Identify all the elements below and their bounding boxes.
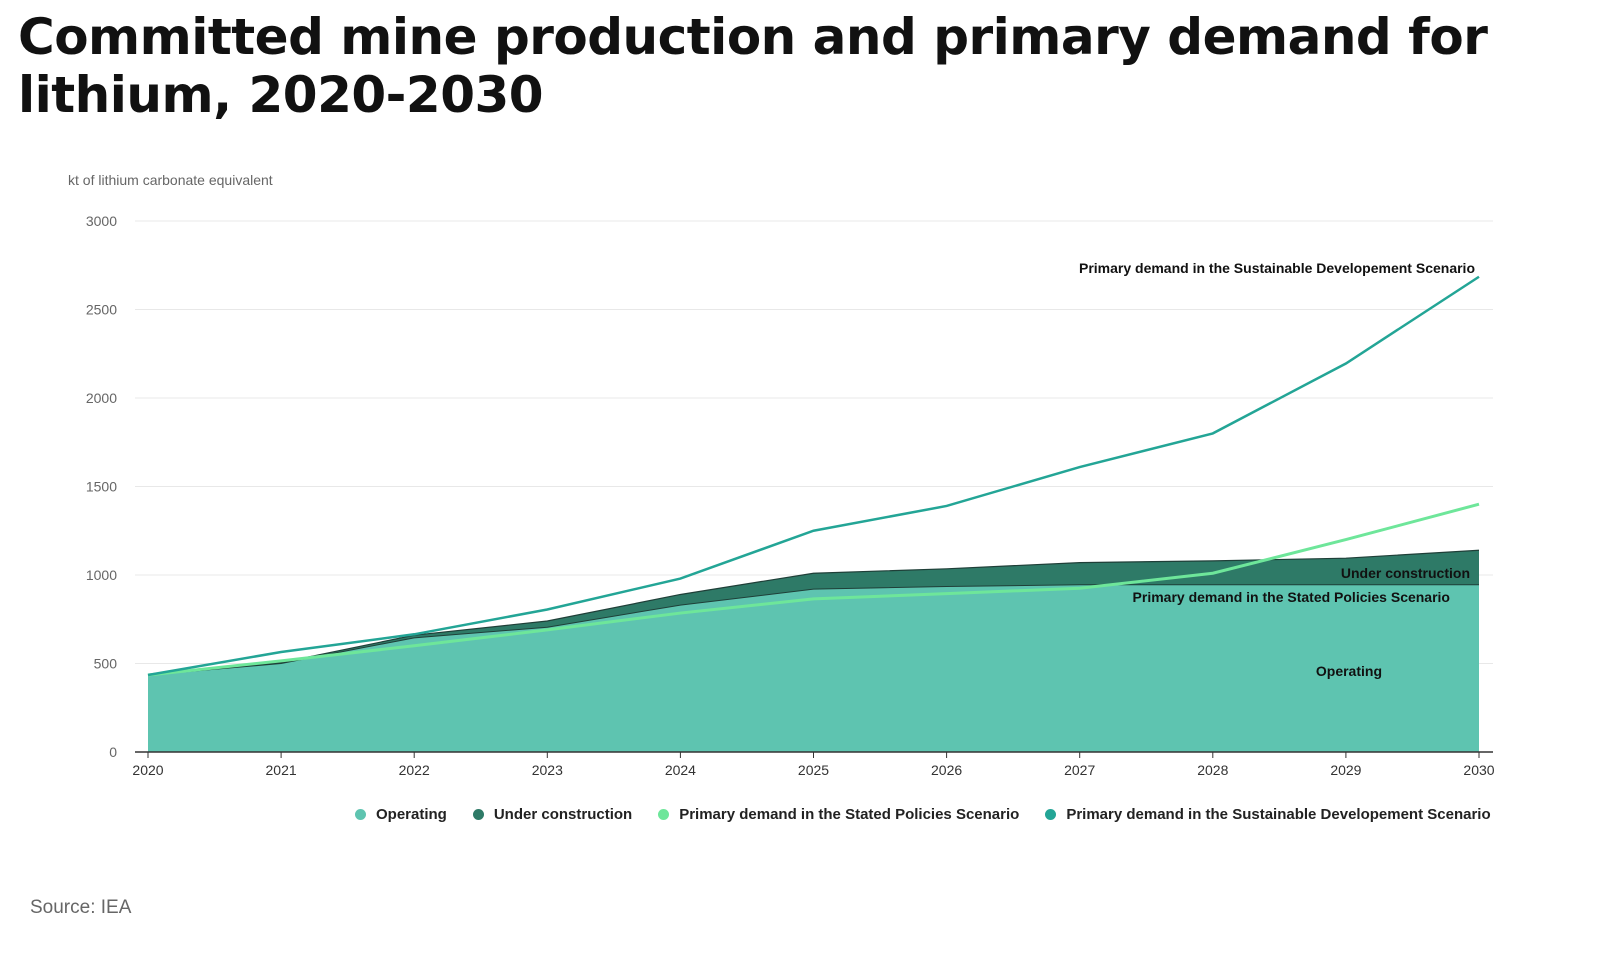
y-tick-label: 500 <box>94 656 118 672</box>
x-tick-label: 2029 <box>1330 762 1361 778</box>
x-tick-label: 2020 <box>132 762 163 778</box>
area-operating-edge <box>147 584 1479 676</box>
legend-item: Under construction <box>472 806 633 823</box>
annotation-under-construction: Under construction <box>1341 565 1470 581</box>
annotation-operating: Operating <box>1316 663 1382 679</box>
legend-dot-icon <box>1045 809 1057 820</box>
legend-label: Under construction <box>493 806 633 823</box>
annotation-sds: Primary demand in the Sustainable Develo… <box>1079 260 1475 276</box>
legend-label: Operating <box>376 806 447 823</box>
legend: Operating Under construction Primary deman… <box>355 806 1491 823</box>
annotation-steps: Primary demand in the Stated Policies Sc… <box>1133 589 1450 605</box>
y-tick-label: 3000 <box>86 213 117 229</box>
x-tick-label: 2027 <box>1064 762 1095 778</box>
x-tick-label: 2022 <box>399 762 430 778</box>
x-tick-label: 2024 <box>665 762 696 778</box>
area-under-construction-edge <box>147 549 1480 676</box>
legend-dot-icon <box>472 809 484 820</box>
x-tick-label: 2028 <box>1197 762 1228 778</box>
legend-label: Primary demand in the Stated Policies Sc… <box>679 806 1020 823</box>
chart-title: Committed mine production and primary de… <box>18 8 1488 124</box>
y-tick-label: 1000 <box>86 567 117 583</box>
source-note: Source: IEA <box>30 897 132 918</box>
x-tick-label: 2021 <box>266 762 297 778</box>
x-tick-label: 2025 <box>798 762 829 778</box>
y-tick-label: 2000 <box>86 390 117 406</box>
y-tick-label: 2500 <box>86 302 117 318</box>
y-tick-label: 1500 <box>86 479 117 495</box>
legend-dot-icon <box>355 809 366 820</box>
legend-dot-icon <box>658 809 670 820</box>
legend-item: Operating <box>355 806 447 823</box>
area-operating <box>148 584 1479 752</box>
legend-label: Primary demand in the Sustainable Develo… <box>1066 806 1491 823</box>
legend-item: Primary demand in the Stated Policies Sc… <box>658 806 1019 823</box>
x-tick-label: 2023 <box>532 762 563 778</box>
x-tick-label: 2026 <box>931 762 962 778</box>
y-tick-label: 0 <box>109 744 117 760</box>
x-tick-label: 2030 <box>1463 762 1494 778</box>
y-axis-label: kt of lithium carbonate equivalent <box>68 172 273 188</box>
legend-item: Primary demand in the Sustainable Develo… <box>1045 806 1491 823</box>
